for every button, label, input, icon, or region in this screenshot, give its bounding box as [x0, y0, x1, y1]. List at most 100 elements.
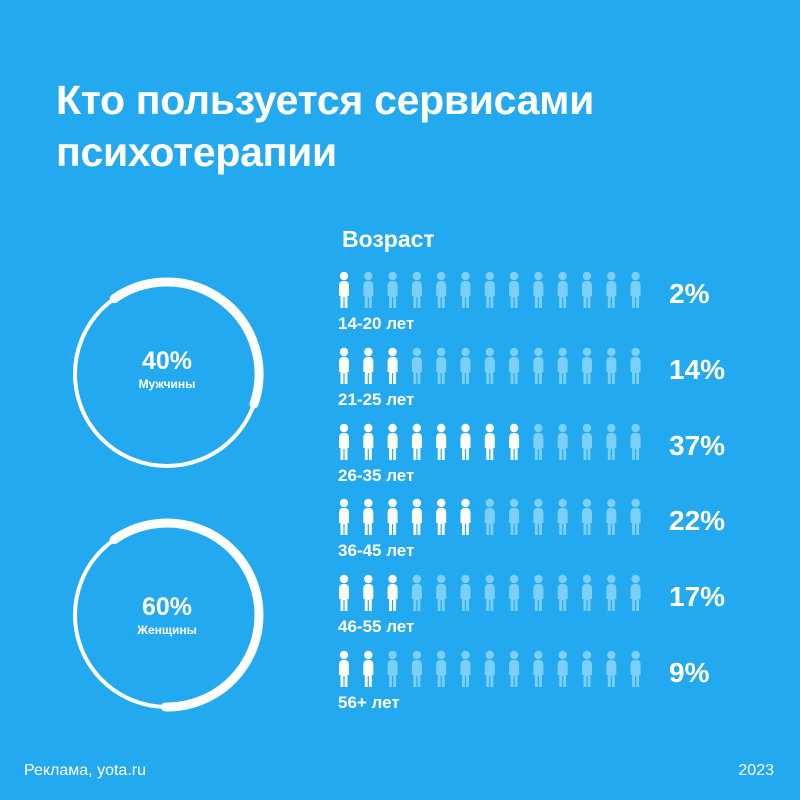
age-label: 46-55 лет: [338, 617, 415, 636]
person-icon-empty: [509, 498, 520, 535]
person-icon-filled: [363, 498, 374, 535]
age-value-label: 37%: [669, 430, 726, 461]
person-icon-empty: [533, 650, 544, 687]
person-icon-empty: [582, 650, 592, 687]
women-name: Женщины: [137, 623, 197, 637]
person-icon-empty: [484, 498, 495, 535]
ring-women: [73, 518, 264, 712]
age-label: 14-20 лет: [338, 314, 415, 333]
page-title: Кто пользуется сервисами психотерапии: [56, 74, 594, 178]
age-label: 26-35 лет: [338, 466, 415, 485]
person-icon-empty: [363, 271, 374, 308]
age-value-label: 14%: [669, 354, 726, 385]
person-icon-filled: [363, 650, 374, 687]
person-icon-empty: [630, 574, 641, 611]
person-icon-empty: [509, 650, 520, 687]
person-icon-empty: [484, 650, 495, 687]
person-icon-empty: [582, 498, 592, 535]
person-icon-empty: [582, 347, 592, 384]
person-icon-empty: [630, 498, 641, 535]
person-icon-empty: [606, 574, 617, 611]
person-icon-empty: [533, 498, 544, 535]
age-value-label: 17%: [669, 581, 726, 612]
person-icon-filled: [484, 423, 495, 460]
person-icon-filled: [339, 423, 349, 460]
person-icon-empty: [484, 347, 495, 384]
person-icon-filled: [339, 650, 349, 687]
person-icon-empty: [411, 347, 422, 384]
person-icon-filled: [411, 498, 422, 535]
person-icon-filled: [339, 498, 349, 535]
age-value-label: 22%: [669, 505, 726, 536]
women-percent: 60%: [141, 593, 193, 621]
person-icon-filled: [387, 347, 398, 384]
person-icon-filled: [436, 423, 447, 460]
person-icon-filled: [460, 498, 471, 535]
person-icon-empty: [582, 574, 592, 611]
icon-row: [339, 574, 641, 611]
person-icon-empty: [557, 347, 568, 384]
men-percent: 40%: [141, 347, 193, 375]
person-icon-empty: [557, 271, 568, 308]
person-icon-empty: [630, 347, 641, 384]
person-icon-empty: [557, 650, 568, 687]
person-icon-empty: [557, 498, 568, 535]
person-icon-empty: [484, 271, 495, 308]
person-icon-empty: [606, 650, 617, 687]
age-header: Возраст: [342, 226, 435, 252]
icon-row: [339, 271, 641, 308]
person-icon-filled: [339, 347, 349, 384]
person-icon-filled: [509, 423, 520, 460]
person-icon-empty: [533, 271, 544, 308]
men-name: Мужчины: [138, 377, 196, 391]
person-icon-empty: [630, 423, 641, 460]
person-icon-filled: [411, 423, 422, 460]
person-icon-empty: [606, 271, 617, 308]
person-icon-filled: [363, 574, 374, 611]
person-icon-empty: [509, 271, 520, 308]
person-icon-filled: [460, 423, 471, 460]
person-icon-filled: [363, 423, 374, 460]
person-icon-filled: [363, 347, 374, 384]
person-icon-filled: [339, 574, 349, 611]
age-row: 14-20 лет 2%: [334, 270, 764, 340]
person-icon-empty: [606, 347, 617, 384]
ring-share-arc: [109, 277, 264, 409]
person-icon-filled: [339, 271, 349, 308]
person-icon-empty: [582, 271, 592, 308]
age-row: 46-55 лет 17%: [334, 573, 764, 643]
person-icon-empty: [436, 574, 447, 611]
person-icon-filled: [387, 574, 398, 611]
person-icon-empty: [509, 347, 520, 384]
title-line-2: психотерапии: [56, 129, 337, 175]
person-icon-empty: [411, 574, 422, 611]
age-row: 56+ лет 9%: [334, 649, 764, 719]
person-icon-empty: [460, 650, 471, 687]
age-row: 36-45 лет 22%: [334, 497, 764, 567]
person-icon-empty: [606, 498, 617, 535]
person-icon-empty: [533, 347, 544, 384]
person-icon-empty: [582, 423, 592, 460]
icon-row: [339, 423, 641, 460]
person-icon-empty: [387, 650, 398, 687]
men-label: 40% Мужчины: [67, 346, 267, 392]
age-value-label: 9%: [669, 657, 710, 688]
person-icon-empty: [509, 574, 520, 611]
ring-men: [73, 277, 264, 468]
person-icon-empty: [557, 423, 568, 460]
person-icon-empty: [436, 650, 447, 687]
ring-share-arc: [109, 518, 264, 712]
women-label: 60% Женщины: [67, 592, 267, 638]
person-icon-filled: [387, 498, 398, 535]
person-icon-empty: [460, 271, 471, 308]
person-icon-empty: [484, 574, 495, 611]
person-icon-empty: [387, 271, 398, 308]
person-icon-empty: [533, 423, 544, 460]
person-icon-empty: [460, 347, 471, 384]
person-icon-empty: [436, 271, 447, 308]
age-label: 36-45 лет: [338, 541, 415, 560]
person-icon-empty: [460, 574, 471, 611]
person-icon-empty: [411, 271, 422, 308]
age-row: 26-35 лет 37%: [334, 422, 764, 492]
